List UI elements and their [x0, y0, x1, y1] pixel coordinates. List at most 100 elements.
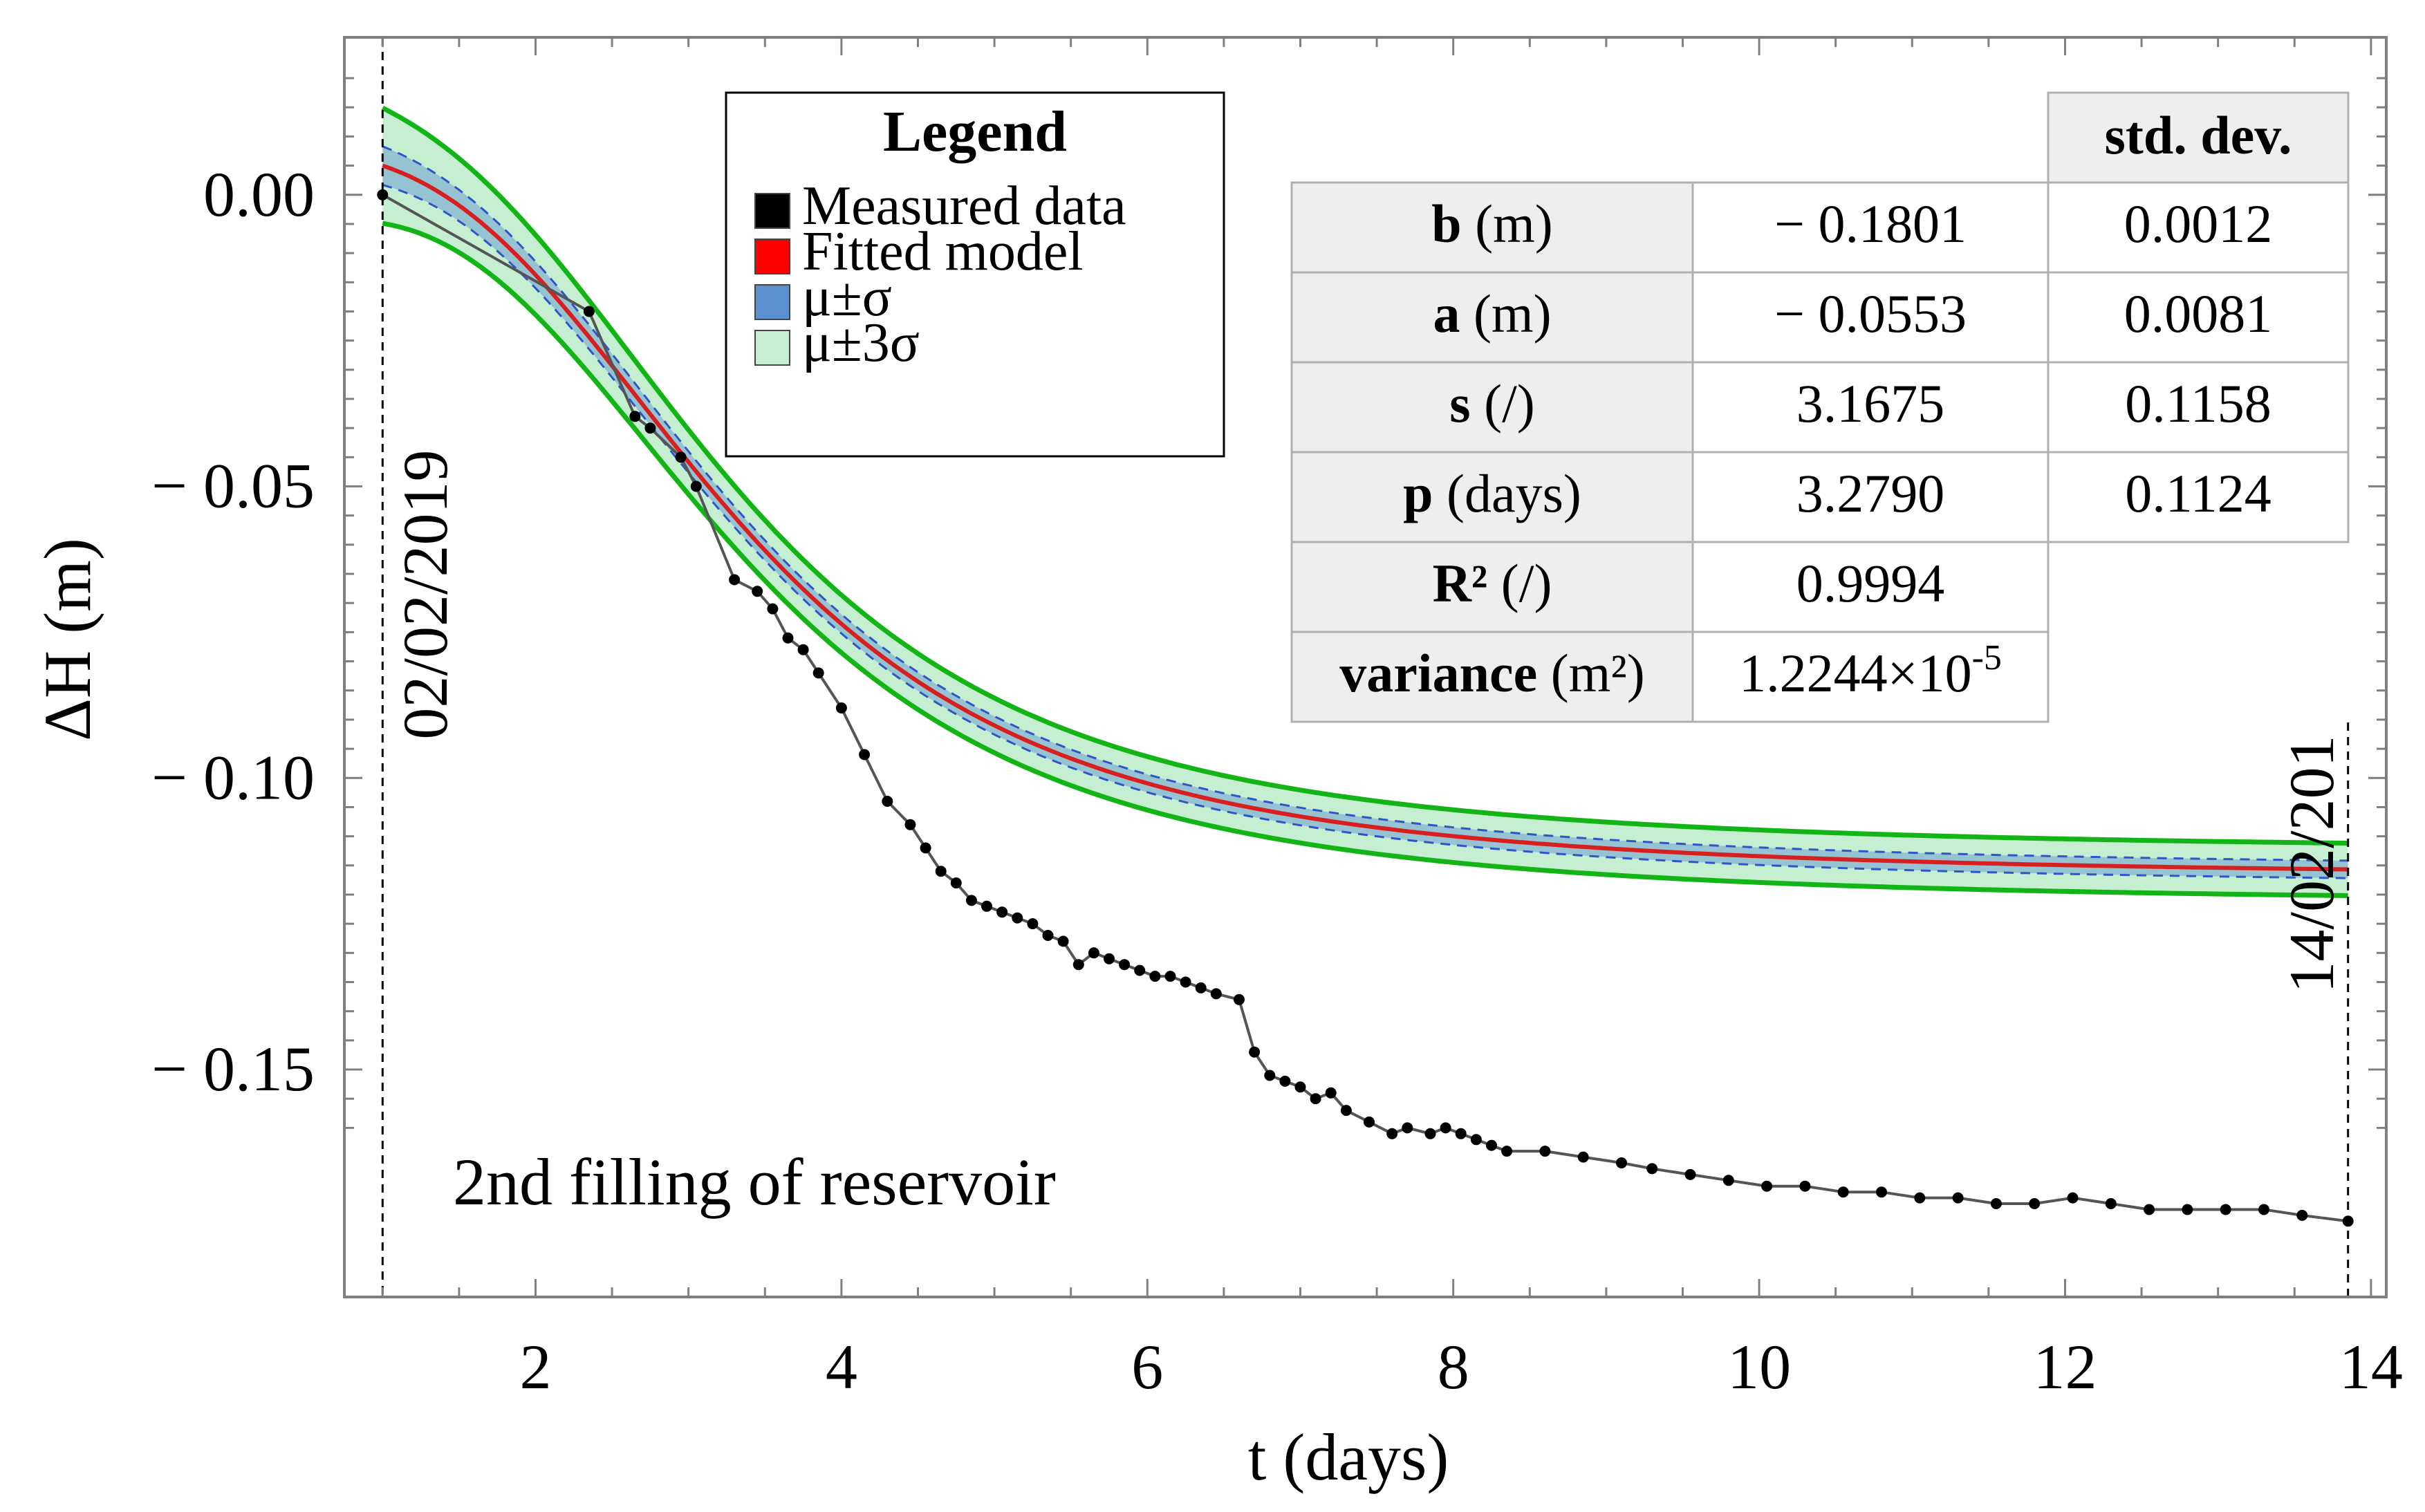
table-param-label: variance (m²): [1339, 643, 1644, 703]
table-cell-value: [1691, 271, 2050, 364]
table-param-label: p (days): [1403, 463, 1581, 523]
legend-entry: μ±σ: [754, 267, 892, 328]
model-layer: [382, 163, 2348, 872]
measured-data-point: [2258, 1204, 2269, 1215]
table-std: 0.1124: [2125, 463, 2271, 523]
measured-data-point: [1012, 912, 1023, 924]
table-cell-std: [2047, 361, 2350, 454]
measured-data-point: [1364, 1116, 1375, 1128]
parameter-table: std. dev. b (m) − 0.1801 0.0012 a (m) − 0.055…: [1290, 91, 2350, 723]
measured-data-point: [2067, 1192, 2079, 1204]
measured-data-point: [1761, 1180, 1773, 1192]
table-header-cell: [2047, 91, 2350, 184]
y-tick-label: − 0.10: [151, 742, 315, 812]
measured-data-point: [797, 644, 809, 655]
x-tick-label: 14: [2339, 1332, 2403, 1402]
marker-layer: [381, 37, 2350, 1297]
measured-data-point: [752, 586, 763, 597]
band-1sigma-lower-edge: [382, 183, 2348, 879]
measured-data-point: [2105, 1198, 2117, 1209]
legend-title: Legend: [883, 100, 1067, 164]
table-value: 3.1675: [1796, 373, 1945, 433]
measured-data-point: [2144, 1204, 2155, 1215]
legend-entry: Fitted model: [754, 221, 1084, 282]
x-tick-label: 4: [826, 1332, 857, 1402]
table-cell-std: [2047, 181, 2350, 274]
table-cell-value: [1691, 631, 2050, 723]
table-param-label: s (/): [1449, 373, 1534, 433]
table-value: 3.2790: [1796, 463, 1945, 523]
band-3sigma-upper-edge: [381, 105, 2348, 846]
measured-data-point: [1088, 947, 1099, 959]
table-cell-std: [2047, 271, 2350, 364]
measured-data-point: [935, 866, 947, 877]
measured-data-point: [1990, 1198, 2002, 1209]
y-axis-title: ΔH (m): [30, 538, 104, 741]
table-cell-param: [1290, 181, 1694, 274]
measured-data-point: [1876, 1186, 1887, 1198]
start-date-label: 02/02/2019: [390, 449, 461, 739]
measured-data-point: [859, 749, 871, 760]
measured-data-point: [1501, 1146, 1513, 1157]
table-row: p (days) 3.2790 0.1124: [1290, 451, 2350, 543]
measured-data-point: [1402, 1122, 1413, 1134]
measured-data-point: [1294, 1081, 1306, 1093]
measured-data-point: [644, 422, 656, 434]
measured-data-point: [1104, 953, 1115, 964]
table-header-std: std. dev.: [2105, 105, 2292, 165]
measured-data-point: [1722, 1175, 1734, 1186]
table-cell-value: [1691, 181, 2050, 274]
measured-data-point: [1134, 964, 1146, 976]
measured-data-point: [729, 574, 741, 586]
measured-data-point: [920, 842, 931, 854]
table-row: a (m) − 0.0553 0.0081: [1290, 271, 2350, 364]
table-cell-std: [2047, 451, 2350, 543]
measured-data-point: [1386, 1128, 1398, 1139]
measured-data-point: [1042, 930, 1054, 941]
legend-label: μ±σ: [802, 267, 892, 328]
measured-data-point: [1164, 971, 1176, 982]
table-cell-value: [1691, 541, 2050, 633]
measured-data-point: [2182, 1204, 2193, 1215]
legend-swatch: [754, 330, 790, 366]
plot-frame: [343, 36, 2388, 1298]
measured-data-point: [629, 411, 641, 422]
x-tick-label: 6: [1131, 1332, 1163, 1402]
measured-data-point: [1234, 993, 1245, 1005]
measured-data-point: [690, 480, 702, 492]
measured-data-point: [1684, 1168, 1696, 1180]
measured-data-point: [1279, 1075, 1291, 1087]
legend-box: [725, 91, 1225, 458]
legend-label: Fitted model: [802, 221, 1084, 282]
measured-data-point: [1577, 1151, 1589, 1163]
x-tick-label: 10: [1727, 1332, 1791, 1402]
measured-data-point: [1340, 1105, 1352, 1117]
table-param-label: R² (/): [1433, 553, 1552, 613]
measured-data-point: [835, 702, 847, 713]
y-tick-label: − 0.05: [151, 451, 315, 521]
table-value: 1.2244×10-5: [1739, 638, 2002, 703]
legend-swatch: [754, 239, 790, 274]
table-value: − 0.0553: [1774, 283, 1967, 344]
filling-annotation: 2nd filling of reservoir: [453, 1145, 1056, 1219]
data-layer: [377, 189, 2354, 1227]
measured-data-point: [1264, 1070, 1276, 1081]
table-cell-param: [1290, 541, 1694, 633]
measured-data-point: [2296, 1209, 2308, 1221]
legend-entry: μ±3σ: [754, 312, 920, 373]
tick-layer: 2 4 6 8 10 12 14 0.00 − 0.05 − 0.10 − 0.15: [151, 37, 2403, 1402]
legend-label: μ±3σ: [802, 312, 920, 373]
table-std: 0.0012: [2124, 194, 2273, 254]
measured-data-point: [1455, 1128, 1467, 1139]
legend-swatch: [754, 284, 790, 320]
table-value: 0.9994: [1796, 553, 1945, 613]
x-tick-label: 12: [2033, 1332, 2097, 1402]
measured-data-point: [1119, 959, 1131, 971]
measured-data-point: [1837, 1186, 1849, 1198]
measured-data-point: [1195, 982, 1207, 993]
x-tick-label: 8: [1438, 1332, 1469, 1402]
y-tick-label: 0.00: [203, 159, 315, 230]
measured-data-point: [782, 632, 794, 644]
